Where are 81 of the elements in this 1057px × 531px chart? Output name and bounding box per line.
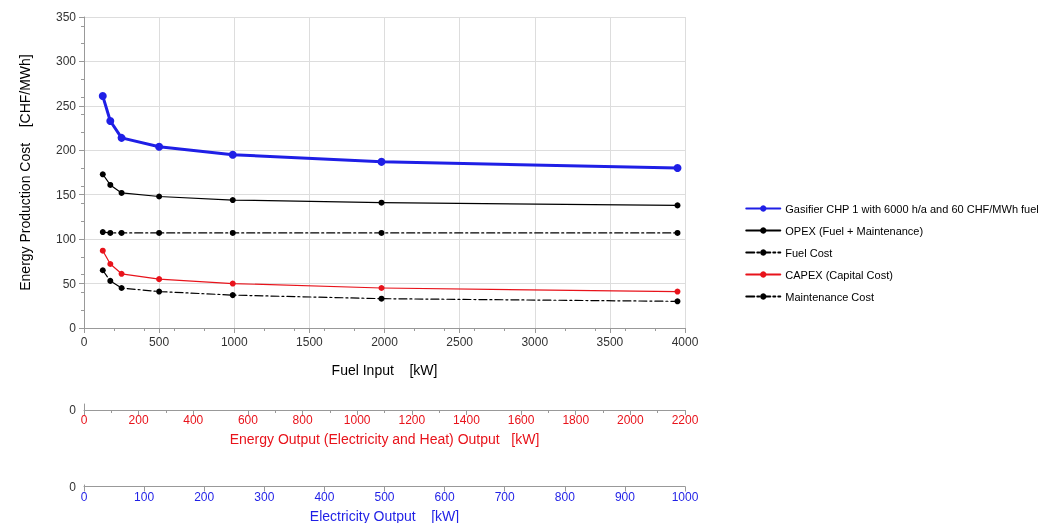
text: 800 bbox=[554, 489, 576, 504]
point bbox=[99, 171, 106, 178]
x-tick-label: 2500 bbox=[446, 335, 474, 349]
legend-label: Maintenance Cost bbox=[785, 290, 874, 303]
point bbox=[118, 189, 125, 196]
y-tick-label: 300 bbox=[55, 54, 77, 69]
legend-label: OPEX (Fuel + Maintenance) bbox=[785, 224, 924, 237]
x2-tick-label: 1400 bbox=[453, 413, 481, 427]
point bbox=[229, 197, 236, 204]
y-tick-label: 150 bbox=[55, 187, 77, 202]
x-tick-label: 1000 bbox=[220, 335, 248, 349]
text: 900 bbox=[614, 489, 636, 504]
x2-tick-label: 1000 bbox=[343, 413, 371, 427]
x2-tick-label: 800 bbox=[292, 413, 313, 427]
point bbox=[378, 229, 385, 236]
x-tick-label: 2000 bbox=[371, 335, 399, 349]
point bbox=[156, 193, 163, 200]
point bbox=[107, 229, 114, 236]
point bbox=[98, 92, 107, 101]
text: 700 bbox=[494, 489, 516, 504]
point bbox=[117, 133, 126, 142]
x2-tick-label: 1800 bbox=[562, 413, 590, 427]
x-tick-label: 4000 bbox=[671, 335, 699, 349]
text: 300 bbox=[254, 489, 275, 504]
legend-label: Gasifier CHP 1 with 6000 h/a and 60 CHF/MWh fuel bbox=[785, 202, 1039, 215]
legend-label: CAPEX (Capital Cost) bbox=[785, 268, 893, 281]
legend-label: Fuel Cost bbox=[785, 246, 833, 259]
point bbox=[99, 267, 106, 274]
point bbox=[107, 261, 114, 268]
text: 500 bbox=[374, 489, 395, 504]
x-tick-label: 0 bbox=[80, 335, 88, 349]
x-tick-label: 3500 bbox=[596, 335, 624, 349]
x2-tick-label: 200 bbox=[128, 413, 149, 427]
point bbox=[229, 292, 236, 299]
point bbox=[118, 229, 125, 236]
x2-tick-label: 400 bbox=[183, 413, 204, 427]
y-axis-title: Energy Production Cost [CHF/MWh] bbox=[17, 54, 33, 291]
x2-tick-label: 1200 bbox=[398, 413, 426, 427]
x-tick-label: 3000 bbox=[521, 335, 549, 349]
point bbox=[377, 157, 386, 166]
point bbox=[156, 229, 163, 236]
point bbox=[118, 285, 125, 292]
point bbox=[229, 229, 236, 236]
x-tick-label: 500 bbox=[149, 335, 170, 349]
x2-tick-label: 1600 bbox=[507, 413, 535, 427]
y-tick-label: 50 bbox=[62, 276, 77, 291]
x-tick-label: 1500 bbox=[296, 335, 324, 349]
x2-tick-label: 600 bbox=[237, 413, 259, 427]
point bbox=[674, 288, 681, 295]
y-tick-label: 100 bbox=[55, 232, 77, 247]
x2-tick-label: 0 bbox=[80, 413, 88, 427]
text: Electricity Output [kW] bbox=[309, 507, 460, 524]
point bbox=[107, 277, 114, 284]
point bbox=[673, 164, 682, 173]
x2-tick-label: 2000 bbox=[617, 413, 645, 427]
text: 400 bbox=[314, 489, 335, 504]
x2-tick-label: 2200 bbox=[671, 413, 699, 427]
y-tick-label: 200 bbox=[55, 143, 77, 158]
point bbox=[674, 229, 681, 236]
point bbox=[99, 247, 106, 254]
point bbox=[229, 280, 236, 287]
text: 200 bbox=[194, 489, 215, 504]
point bbox=[99, 229, 106, 236]
point bbox=[155, 142, 164, 151]
y-tick-label: 250 bbox=[55, 98, 77, 113]
point bbox=[156, 276, 163, 283]
text: 600 bbox=[434, 489, 455, 504]
x2-axis-title: Energy Output (Electricity and Heat) Output [kW] bbox=[229, 431, 540, 447]
point bbox=[107, 181, 114, 188]
y-tick-label: 0 bbox=[69, 321, 77, 335]
point bbox=[378, 285, 385, 292]
point bbox=[106, 116, 115, 125]
x-axis-title: Fuel Input [kW] bbox=[331, 362, 438, 378]
text: 1000 bbox=[671, 489, 699, 504]
point bbox=[228, 150, 237, 159]
point bbox=[378, 199, 385, 206]
point bbox=[156, 288, 163, 295]
text: 100 bbox=[134, 489, 155, 504]
y-tick-label: 350 bbox=[55, 10, 77, 24]
point bbox=[118, 270, 125, 277]
text: 0 bbox=[80, 489, 88, 504]
